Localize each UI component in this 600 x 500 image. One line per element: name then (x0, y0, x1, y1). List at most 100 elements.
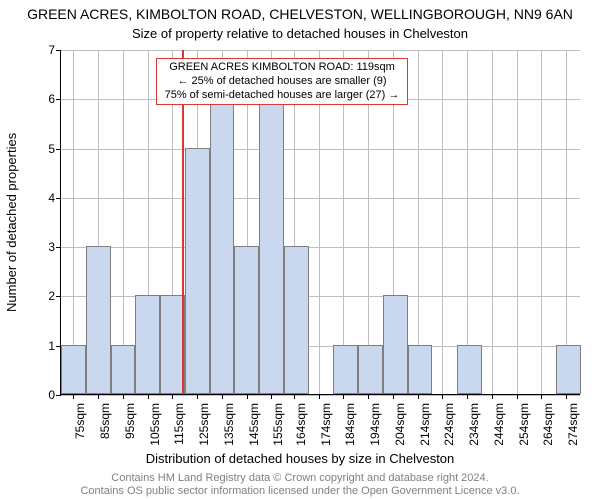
y-tick-label: 0 (33, 388, 55, 402)
y-tick-mark (56, 198, 61, 199)
histogram-bar (358, 345, 383, 394)
x-tick-label: 244sqm (492, 403, 506, 453)
x-tick-label: 204sqm (393, 403, 407, 453)
x-tick-label: 95sqm (123, 403, 137, 453)
info-box-line: ← 25% of detached houses are smaller (9) (163, 75, 401, 89)
histogram-bar (111, 345, 136, 394)
x-tick-mark (492, 394, 493, 399)
gridline-vertical (73, 50, 74, 394)
gridline-vertical (541, 50, 542, 394)
x-tick-mark (271, 394, 272, 399)
x-tick-label: 85sqm (98, 403, 112, 453)
y-tick-mark (56, 99, 61, 100)
x-tick-label: 194sqm (368, 403, 382, 453)
histogram-bar (234, 246, 259, 394)
attribution-line2: Contains OS public sector information li… (0, 485, 600, 498)
y-tick-label: 1 (33, 339, 55, 353)
x-tick-label: 214sqm (418, 403, 432, 453)
x-tick-mark (566, 394, 567, 399)
y-tick-label: 4 (33, 191, 55, 205)
gridline-vertical (517, 50, 518, 394)
x-tick-mark (222, 394, 223, 399)
gridline-vertical (442, 50, 443, 394)
x-tick-mark (148, 394, 149, 399)
histogram-bar (135, 295, 160, 394)
y-tick-mark (56, 50, 61, 51)
x-tick-label: 184sqm (343, 403, 357, 453)
attribution-line1: Contains HM Land Registry data © Crown c… (0, 472, 600, 485)
x-tick-label: 234sqm (467, 403, 481, 453)
x-tick-mark (418, 394, 419, 399)
histogram-bar (333, 345, 358, 394)
chart-title-sub: Size of property relative to detached ho… (0, 26, 600, 41)
x-tick-label: 125sqm (197, 403, 211, 453)
histogram-bar (86, 246, 111, 394)
x-tick-mark (123, 394, 124, 399)
gridline-vertical (123, 50, 124, 394)
x-tick-label: 274sqm (566, 403, 580, 453)
histogram-bar (408, 345, 433, 394)
gridline-vertical (467, 50, 468, 394)
gridline-horizontal (61, 198, 580, 199)
info-box: GREEN ACRES KIMBOLTON ROAD: 119sqm← 25% … (156, 58, 408, 105)
gridline-horizontal (61, 149, 580, 150)
y-tick-label: 3 (33, 240, 55, 254)
x-tick-mark (442, 394, 443, 399)
x-tick-label: 75sqm (73, 403, 87, 453)
y-tick-mark (56, 149, 61, 150)
x-tick-label: 135sqm (222, 403, 236, 453)
histogram-bar (61, 345, 86, 394)
chart-title-main: GREEN ACRES, KIMBOLTON ROAD, CHELVESTON,… (0, 6, 600, 22)
x-tick-mark (467, 394, 468, 399)
x-tick-label: 155sqm (271, 403, 285, 453)
x-tick-mark (73, 394, 74, 399)
x-tick-mark (368, 394, 369, 399)
x-tick-label: 174sqm (319, 403, 333, 453)
x-tick-label: 105sqm (148, 403, 162, 453)
x-tick-label: 264sqm (541, 403, 555, 453)
x-tick-mark (172, 394, 173, 399)
histogram-bar (185, 148, 210, 394)
histogram-bar (457, 345, 482, 394)
gridline-vertical (566, 50, 567, 394)
plot-area: 0123456775sqm85sqm95sqm105sqm115sqm125sq… (60, 50, 580, 395)
y-tick-mark (56, 395, 61, 396)
y-tick-label: 5 (33, 142, 55, 156)
attribution-text: Contains HM Land Registry data © Crown c… (0, 472, 600, 498)
info-box-line: 75% of semi-detached houses are larger (… (163, 89, 401, 103)
x-tick-mark (393, 394, 394, 399)
x-tick-label: 164sqm (294, 403, 308, 453)
histogram-bar (259, 98, 284, 394)
x-tick-mark (247, 394, 248, 399)
x-tick-mark (197, 394, 198, 399)
y-tick-label: 2 (33, 289, 55, 303)
histogram-chart: GREEN ACRES, KIMBOLTON ROAD, CHELVESTON,… (0, 0, 600, 500)
gridline-horizontal (61, 50, 580, 51)
histogram-bar (383, 295, 408, 394)
gridline-vertical (492, 50, 493, 394)
x-tick-label: 145sqm (247, 403, 261, 453)
histogram-bar (160, 295, 185, 394)
x-axis-label: Distribution of detached houses by size … (0, 451, 600, 466)
x-tick-mark (319, 394, 320, 399)
histogram-bar (284, 246, 309, 394)
gridline-horizontal (61, 395, 580, 396)
x-tick-mark (98, 394, 99, 399)
x-tick-mark (294, 394, 295, 399)
x-tick-mark (517, 394, 518, 399)
y-tick-mark (56, 247, 61, 248)
y-tick-mark (56, 296, 61, 297)
gridline-horizontal (61, 247, 580, 248)
x-tick-mark (343, 394, 344, 399)
histogram-bar (556, 345, 581, 394)
info-box-line: GREEN ACRES KIMBOLTON ROAD: 119sqm (163, 61, 401, 75)
x-tick-mark (541, 394, 542, 399)
x-tick-label: 115sqm (172, 403, 186, 453)
histogram-bar (210, 98, 235, 394)
y-tick-label: 6 (33, 92, 55, 106)
y-tick-label: 7 (33, 43, 55, 57)
gridline-vertical (418, 50, 419, 394)
x-tick-label: 224sqm (442, 403, 456, 453)
y-axis-label: Number of detached properties (4, 133, 19, 312)
x-tick-label: 254sqm (517, 403, 531, 453)
